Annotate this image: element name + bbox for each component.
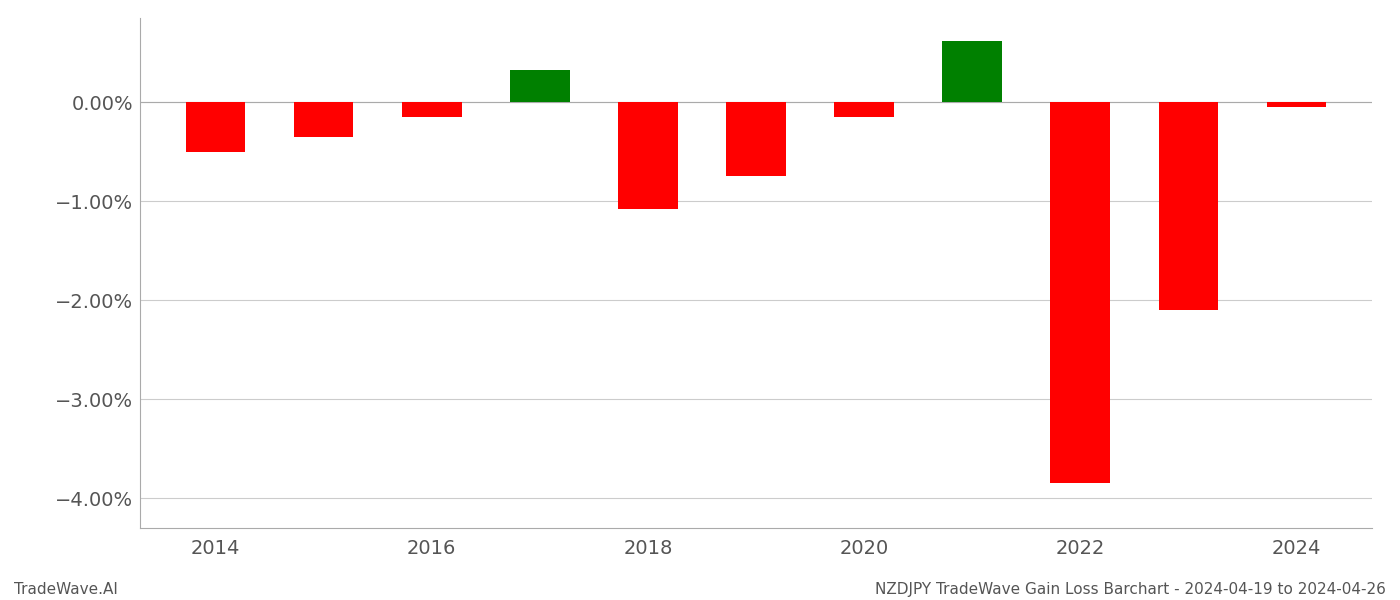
Bar [294,102,353,137]
Bar [1267,102,1326,107]
Bar [942,41,1002,102]
Text: TradeWave.AI: TradeWave.AI [14,582,118,597]
Bar [1159,102,1218,310]
Bar [510,70,570,102]
Text: NZDJPY TradeWave Gain Loss Barchart - 2024-04-19 to 2024-04-26: NZDJPY TradeWave Gain Loss Barchart - 20… [875,582,1386,597]
Bar [402,102,462,117]
Bar [1050,102,1110,484]
Bar [834,102,893,117]
Bar [186,102,245,152]
Bar [727,102,785,176]
Bar [619,102,678,209]
